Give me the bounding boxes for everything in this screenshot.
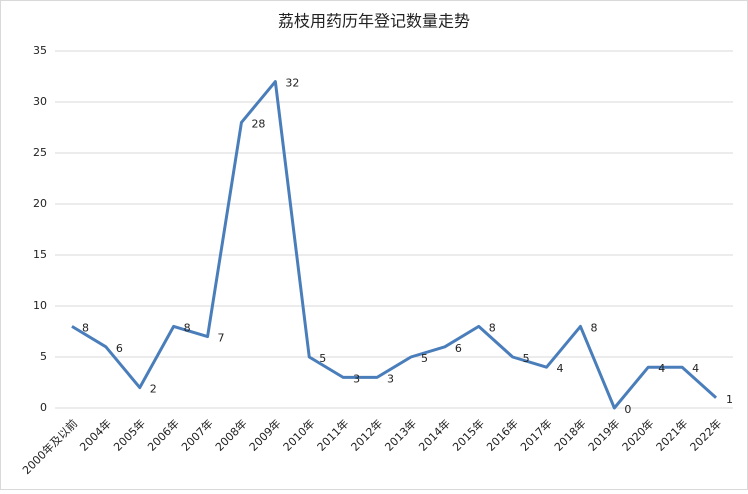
data-label: 7 <box>218 332 225 345</box>
data-label: 32 <box>285 77 299 90</box>
data-label: 4 <box>658 362 665 375</box>
data-label: 6 <box>455 342 462 355</box>
data-label: 28 <box>251 117 265 130</box>
data-label: 8 <box>590 321 597 334</box>
data-label: 8 <box>82 321 89 334</box>
data-line <box>71 80 718 410</box>
data-label: 5 <box>523 352 530 365</box>
data-label: 8 <box>489 321 496 334</box>
y-tick-label: 35 <box>33 44 47 57</box>
y-tick-label: 30 <box>33 95 47 108</box>
data-label: 0 <box>624 403 631 416</box>
data-label: 4 <box>692 362 699 375</box>
y-tick-label: 25 <box>33 146 47 159</box>
data-label: 2 <box>150 383 157 396</box>
data-label: 3 <box>387 372 394 385</box>
y-tick-label: 15 <box>33 248 47 261</box>
data-label: 1 <box>726 393 733 406</box>
y-tick-label: 0 <box>40 401 47 414</box>
data-label: 6 <box>116 342 123 355</box>
chart-title: 荔枝用药历年登记数量走势 <box>278 12 470 31</box>
y-tick-label: 5 <box>40 350 47 363</box>
data-label: 3 <box>353 372 360 385</box>
data-label: 8 <box>184 321 191 334</box>
data-label: 4 <box>557 362 564 375</box>
y-tick-label: 10 <box>33 299 47 312</box>
y-tick-label: 20 <box>33 197 47 210</box>
data-label: 5 <box>421 352 428 365</box>
data-label: 5 <box>319 352 326 365</box>
